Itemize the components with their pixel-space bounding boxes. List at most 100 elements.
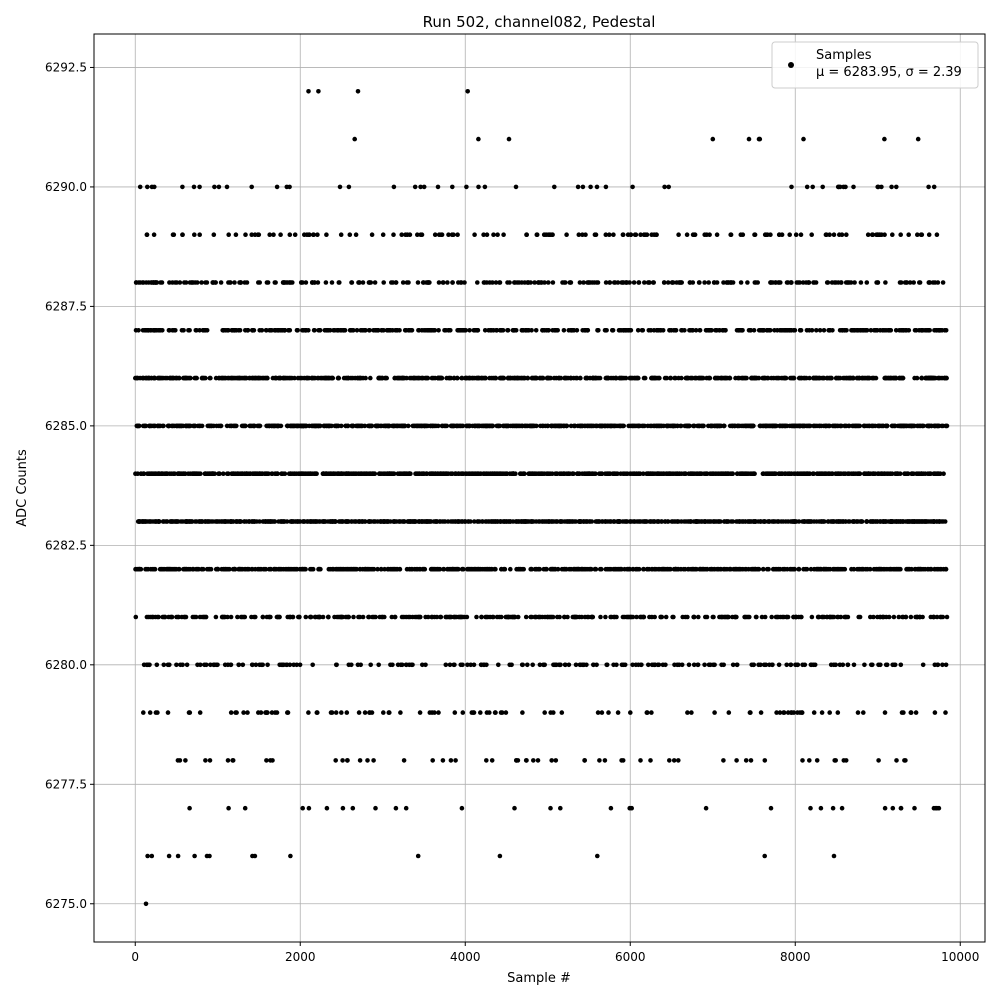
data-point: [166, 423, 172, 429]
data-point: [922, 519, 927, 524]
data-point: [437, 519, 443, 524]
data-point: [592, 566, 598, 572]
data-point: [266, 519, 271, 524]
data-point: [250, 328, 255, 333]
data-point: [737, 471, 743, 477]
data-point: [456, 519, 462, 524]
data-point: [762, 375, 768, 381]
data-point: [394, 566, 400, 572]
data-point: [748, 423, 754, 429]
data-point: [533, 614, 539, 620]
data-point: [830, 423, 836, 429]
data-point: [374, 328, 379, 333]
data-point: [927, 423, 932, 429]
data-point: [292, 471, 298, 477]
data-point: [631, 566, 636, 572]
data-point: [438, 614, 444, 620]
data-point: [407, 566, 412, 572]
data-point: [925, 566, 931, 572]
data-point: [552, 566, 558, 572]
data-point: [406, 423, 411, 429]
data-point: [780, 614, 785, 620]
data-point: [350, 471, 356, 477]
data-point: [553, 758, 559, 763]
data-point: [542, 519, 548, 524]
data-point: [704, 566, 710, 572]
data-point: [760, 471, 766, 477]
data-point: [603, 614, 608, 620]
data-point: [318, 375, 324, 381]
data-point: [857, 614, 863, 620]
data-point: [932, 710, 938, 715]
data-point: [317, 328, 323, 333]
data-point: [211, 471, 216, 477]
data-point: [830, 566, 836, 572]
data-point: [333, 423, 339, 429]
data-point: [879, 566, 884, 572]
data-point: [858, 328, 863, 333]
data-point: [665, 423, 670, 429]
data-point: [566, 471, 571, 477]
data-point: [473, 328, 479, 333]
data-point: [747, 519, 752, 524]
data-point: [220, 328, 225, 333]
data-point: [619, 662, 625, 668]
data-point: [197, 519, 202, 524]
data-point: [246, 519, 252, 524]
data-point: [341, 566, 346, 572]
data-point: [452, 710, 458, 715]
data-point: [264, 758, 269, 763]
data-point: [441, 566, 446, 572]
data-point: [429, 614, 435, 620]
data-point: [785, 519, 791, 524]
data-point: [314, 710, 320, 715]
data-point: [499, 710, 505, 715]
data-point: [608, 805, 614, 811]
data-point: [474, 375, 479, 381]
data-point: [828, 662, 834, 668]
data-point: [944, 614, 950, 620]
data-point: [583, 471, 588, 477]
data-point: [211, 423, 216, 429]
data-point: [833, 662, 838, 668]
data-point: [852, 328, 858, 333]
data-point: [724, 566, 730, 572]
data-point: [502, 519, 507, 524]
data-point: [398, 662, 404, 668]
data-point: [255, 423, 260, 429]
data-point: [814, 423, 820, 429]
data-point: [909, 519, 914, 524]
data-point: [197, 710, 203, 715]
data-point: [340, 758, 345, 763]
data-point: [734, 758, 739, 763]
data-point: [700, 566, 705, 572]
data-point: [597, 375, 603, 381]
data-point: [594, 423, 599, 429]
data-point: [802, 519, 807, 524]
data-point: [520, 710, 525, 715]
data-point: [180, 662, 185, 668]
data-point: [893, 519, 898, 524]
data-point: [464, 423, 469, 429]
data-point: [590, 614, 595, 620]
data-point: [730, 662, 736, 668]
data-point: [901, 710, 906, 715]
data-point: [203, 758, 208, 763]
data-point: [416, 614, 421, 620]
data-point: [403, 471, 409, 477]
data-point: [939, 375, 945, 381]
data-point: [161, 519, 166, 524]
data-point: [300, 805, 306, 811]
data-point: [891, 614, 897, 620]
data-point: [369, 423, 375, 429]
data-point: [237, 519, 243, 524]
data-point: [726, 710, 732, 715]
data-point: [260, 614, 266, 620]
data-point: [851, 566, 857, 572]
data-point: [777, 710, 783, 715]
data-point: [618, 471, 623, 477]
data-point: [411, 375, 417, 381]
data-point: [700, 375, 706, 381]
data-point: [435, 423, 441, 429]
data-point: [910, 471, 915, 477]
